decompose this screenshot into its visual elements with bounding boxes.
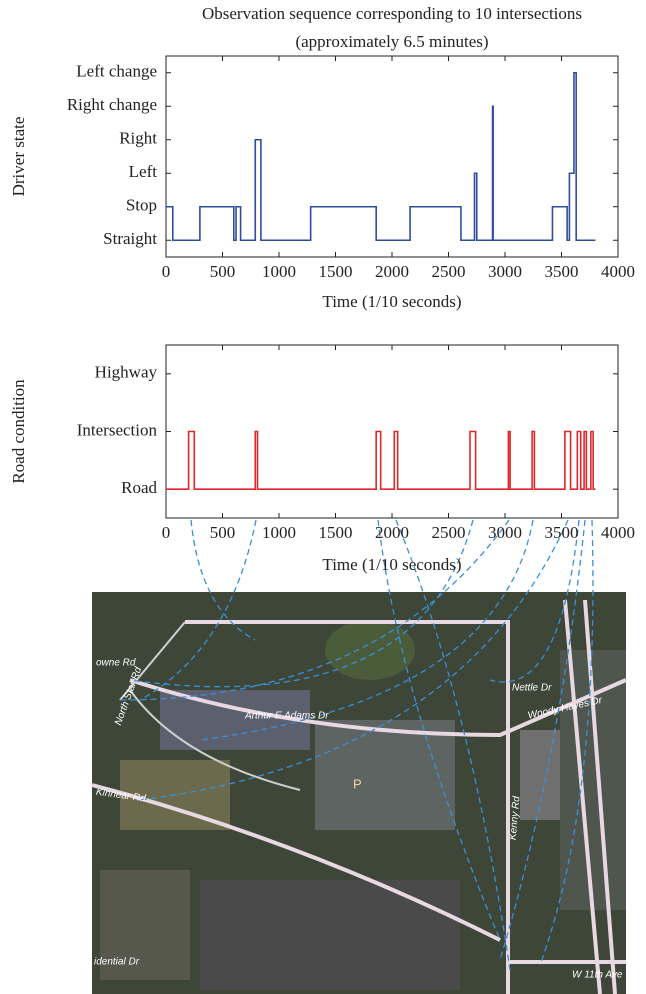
x-tick-label: 3000 [488,262,522,281]
y-tick-label: Left change [76,62,157,81]
map-label: Arthur E Adams Dr [244,711,329,722]
map-label: idential Dr [94,957,140,968]
x-axis-label: Time (1/10 seconds) [322,555,461,574]
figure: owne Rd North Star Rd Arthur E Adams Dr … [0,0,646,994]
y-axis-label: Driver state [9,117,28,197]
x-tick-label: 2500 [432,262,466,281]
y-axis-label: Road condition [9,379,28,484]
y-tick-label: Right [119,129,157,148]
x-tick-label: 3500 [545,262,579,281]
x-tick-label: 1000 [262,262,296,281]
plot-frame [166,345,618,518]
y-tick-label: Stop [126,196,157,215]
map-label: owne Rd [96,658,136,669]
x-tick-label: 0 [162,262,171,281]
y-tick-label: Highway [95,363,158,382]
x-axis-label: Time (1/10 seconds) [322,292,461,311]
page: owne Rd North Star Rd Arthur E Adams Dr … [0,0,646,994]
parking [315,720,455,830]
map-label: P [353,776,362,791]
buildings [200,880,460,990]
map-label: W 11th Ave [572,970,623,981]
map: owne Rd North Star Rd Arthur E Adams Dr … [92,520,626,994]
y-tick-label: Intersection [77,420,158,439]
y-tick-label: Road [121,478,157,497]
x-tick-label: 1000 [262,523,296,542]
data-line [166,432,595,490]
x-tick-label: 1500 [319,262,353,281]
x-tick-label: 3000 [488,523,522,542]
y-tick-label: Straight [103,229,157,248]
x-tick-label: 3500 [545,523,579,542]
x-tick-label: 0 [162,523,171,542]
x-tick-label: 4000 [601,262,635,281]
map-label: Nettle Dr [512,683,552,694]
chart-title: Observation sequence corresponding to 10… [192,0,592,56]
x-tick-label: 500 [210,523,236,542]
y-tick-label: Right change [67,95,157,114]
data-line [166,73,595,241]
x-tick-label: 4000 [601,523,635,542]
x-tick-label: 2500 [432,523,466,542]
x-tick-label: 500 [210,262,236,281]
x-tick-label: 2000 [375,262,409,281]
x-tick-label: 1500 [319,523,353,542]
x-tick-label: 2000 [375,523,409,542]
y-tick-label: Left [129,162,158,181]
